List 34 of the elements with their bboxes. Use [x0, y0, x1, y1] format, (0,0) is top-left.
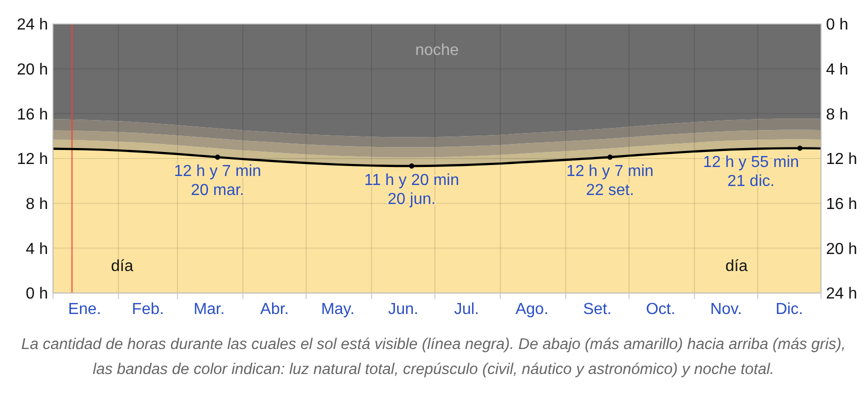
x-tick-label: Jun.: [388, 301, 418, 318]
y-tick-label: 20 h: [16, 61, 48, 78]
annotation: 12 h y 7 min 20 mar.: [174, 163, 262, 200]
y2-tick-label: 20 h: [826, 240, 858, 258]
text: día: [725, 258, 748, 275]
x-tick-label: Feb.: [132, 301, 164, 318]
y-tick-label: 16 h: [16, 106, 48, 124]
y-tick-label: 12 h: [16, 151, 48, 168]
series-label: día: [110, 258, 134, 275]
x-tick-label: Ago.: [515, 301, 548, 318]
annotation: 12 h y 55 min 21 dic.: [702, 154, 800, 190]
x-tick-label: Mar.: [194, 301, 225, 318]
x-tick-label: Dic.: [776, 301, 804, 318]
x-tick-label: May.: [321, 301, 355, 318]
x-tick-label: Abr.: [260, 301, 289, 318]
x-tick-label: Jul.: [454, 301, 479, 318]
y2-tick-label: 12 h: [826, 151, 858, 168]
y2-tick-label: 0 h: [826, 16, 848, 34]
x-tick-label: Set.: [583, 301, 612, 318]
annotation: 11 h y 20 min 20 jun.: [364, 172, 460, 208]
y2-tick-label: 4 h: [826, 61, 848, 78]
series-label: noche: [415, 42, 459, 59]
text: La cantidad de horas durante las cuales el sol está visible (línea negra). De abajo (más amarillo) hacia arriba (más gris), las bandas de color indican: luz natural total, crepúsculo (civil, náutico y astronómico) y noche total.: [20, 335, 847, 380]
y-tick-label: 4 h: [26, 240, 48, 258]
y-tick-label: 8 h: [26, 196, 48, 213]
annotation: 12 h y 7 min 22 set.: [566, 163, 654, 200]
y2-tick-label: 8 h: [826, 106, 848, 124]
y-tick-label: 0 h: [26, 286, 48, 303]
y2-tick-label: 24 h: [826, 286, 858, 303]
x-tick-label: Oct.: [646, 301, 676, 318]
x-tick-label: Ene.: [68, 301, 102, 318]
x-tick-label: Nov.: [710, 301, 742, 318]
y-tick-label: 24 h: [16, 16, 48, 34]
y2-tick-label: 16 h: [826, 196, 858, 213]
